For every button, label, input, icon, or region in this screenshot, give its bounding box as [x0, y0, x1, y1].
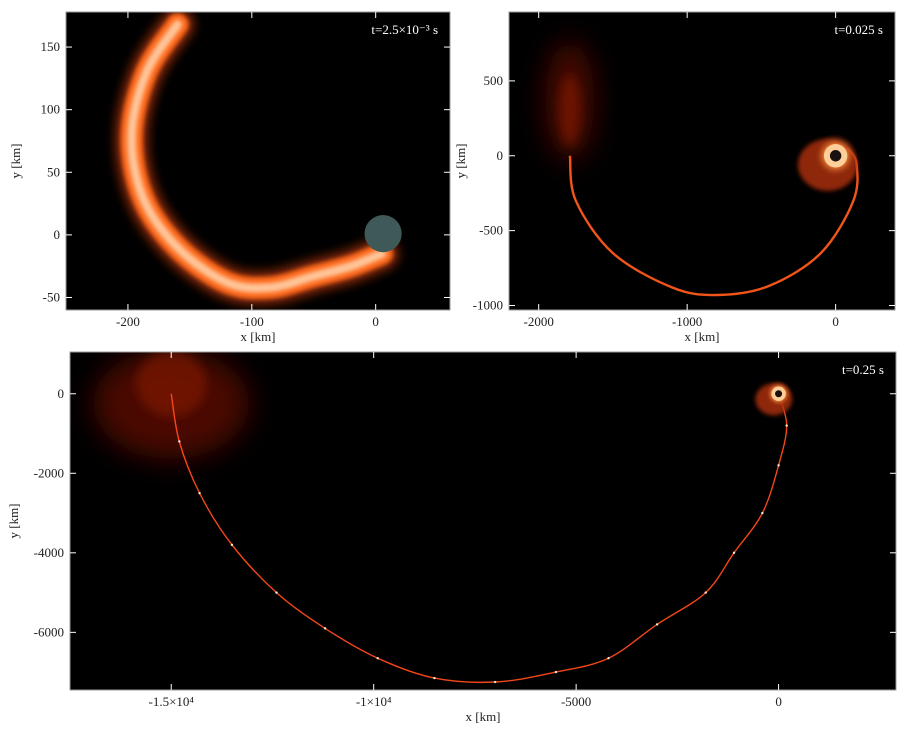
black-hole	[364, 215, 402, 253]
stream-knot	[178, 440, 181, 443]
ejecta-core	[136, 352, 207, 417]
stream-knot	[323, 627, 327, 630]
x-tick-label: 0	[832, 314, 839, 329]
stream-knot	[607, 656, 610, 660]
x-tick-label: -200	[116, 314, 140, 329]
stream-knot	[493, 680, 497, 684]
y-tick-label: 50	[47, 164, 60, 179]
stream-knot	[554, 670, 558, 674]
stream-line	[568, 147, 859, 297]
stream-knot	[761, 511, 764, 515]
stream-core	[127, 20, 387, 293]
stream-knot	[198, 491, 201, 495]
black-hole	[829, 150, 842, 162]
stream-knot	[732, 551, 736, 555]
plot-frame	[65, 11, 451, 311]
y-tick-label: 150	[41, 39, 61, 54]
y-axis-label: y [km]	[6, 503, 21, 538]
panel-top-left: t=2.5×10⁻³ s -200 -100 0 -50 0 50 100 150 x [km] y…	[8, 11, 451, 344]
x-tick-label: 0	[775, 694, 782, 709]
ejecta-core	[559, 74, 581, 147]
x-tick-label: -1.5×10⁴	[148, 694, 194, 709]
stream-knot	[777, 464, 780, 467]
stream-knot	[655, 623, 659, 626]
y-tick-label: -500	[479, 223, 503, 238]
x-axis-label: x [km]	[684, 329, 719, 344]
stream-knot	[433, 676, 436, 680]
time-annotation: t=0.25 s	[842, 362, 884, 377]
x-tick-label: 0	[372, 314, 379, 329]
plot-content	[93, 352, 793, 684]
x-tick-label: -2000	[524, 314, 554, 329]
y-tick-label: 0	[58, 386, 65, 401]
y-tick-label: -1000	[473, 298, 503, 313]
y-tick-label: -6000	[34, 624, 64, 639]
stream-knot	[376, 656, 379, 660]
panel-top-right: t=0.025 s -2000 -1000 0 -1000 -500 0 500 x [km] y…	[453, 11, 896, 344]
stream-knot	[704, 591, 707, 594]
plot-frame	[508, 11, 896, 311]
y-axis-label: y [km]	[453, 143, 468, 178]
y-tick-label: 0	[54, 227, 61, 242]
time-annotation: t=0.025 s	[834, 22, 883, 37]
stream-knot	[785, 424, 788, 427]
y-tick-label: -50	[43, 289, 60, 304]
x-tick-label: -1000	[672, 314, 702, 329]
panel-bottom: t=0.25 s -1.5×10⁴ -1×10⁴ -5000 0 -6000 -4000 -2…	[6, 351, 897, 724]
black-hole	[775, 390, 783, 398]
stream-knot	[230, 543, 234, 547]
y-tick-label: 500	[484, 73, 504, 88]
plot-content	[545, 40, 859, 297]
y-tick-label: 0	[497, 148, 504, 163]
x-tick-label: -1×10⁴	[356, 694, 392, 709]
y-tick-label: -4000	[34, 545, 64, 560]
y-tick-label: 100	[41, 102, 61, 117]
y-tick-label: -2000	[34, 465, 64, 480]
plot-frame	[69, 351, 897, 691]
stream-line	[170, 393, 788, 684]
plot-content	[114, 12, 402, 306]
stream-knot	[275, 591, 278, 594]
x-axis-label: x [km]	[240, 329, 275, 344]
x-axis-label: x [km]	[465, 709, 500, 724]
x-tick-label: -5000	[561, 694, 591, 709]
y-axis-label: y [km]	[8, 143, 23, 178]
time-annotation: t=2.5×10⁻³ s	[371, 22, 438, 37]
x-tick-label: -100	[240, 314, 264, 329]
